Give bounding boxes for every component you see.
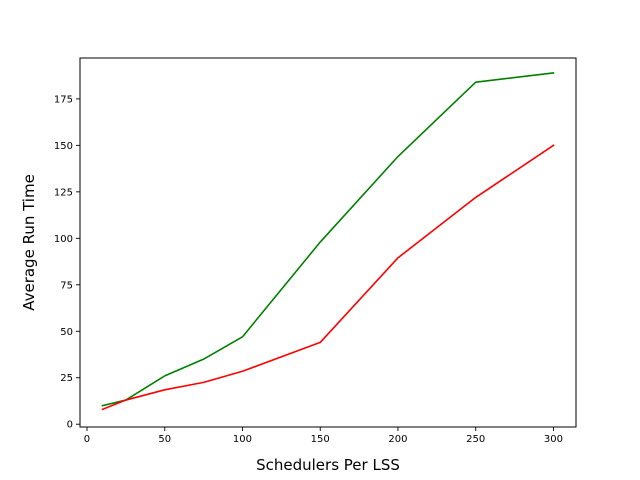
y-axis-label: Average Run Time [20, 174, 38, 311]
x-tick-label: 150 [311, 434, 330, 445]
y-tick-label: 125 [54, 187, 73, 198]
y-tick-label: 175 [54, 94, 73, 105]
series-line-2 [101, 144, 555, 411]
y-tick-label: 100 [54, 234, 73, 245]
ticks-layer: 0 50 100 150 200 250 300 0 25 50 75 100 125 150 175 [54, 94, 563, 445]
y-tick-label: 75 [60, 280, 73, 291]
x-tick-label: 100 [233, 434, 252, 445]
x-axis-label: Schedulers Per LSS [256, 456, 400, 474]
x-tick-label: 50 [158, 434, 171, 445]
x-tick-label: 0 [84, 434, 90, 445]
x-tick-label: 250 [466, 434, 485, 445]
y-tick-label: 50 [60, 327, 73, 338]
plot-layer [101, 71, 555, 411]
y-tick-label: 150 [54, 141, 73, 152]
x-tick-label: 200 [388, 434, 407, 445]
y-tick-label: 0 [67, 420, 73, 431]
x-tick-label: 300 [544, 434, 563, 445]
plot-frame [79, 57, 577, 428]
y-tick-label: 25 [60, 373, 73, 384]
series-line-1 [101, 71, 555, 407]
